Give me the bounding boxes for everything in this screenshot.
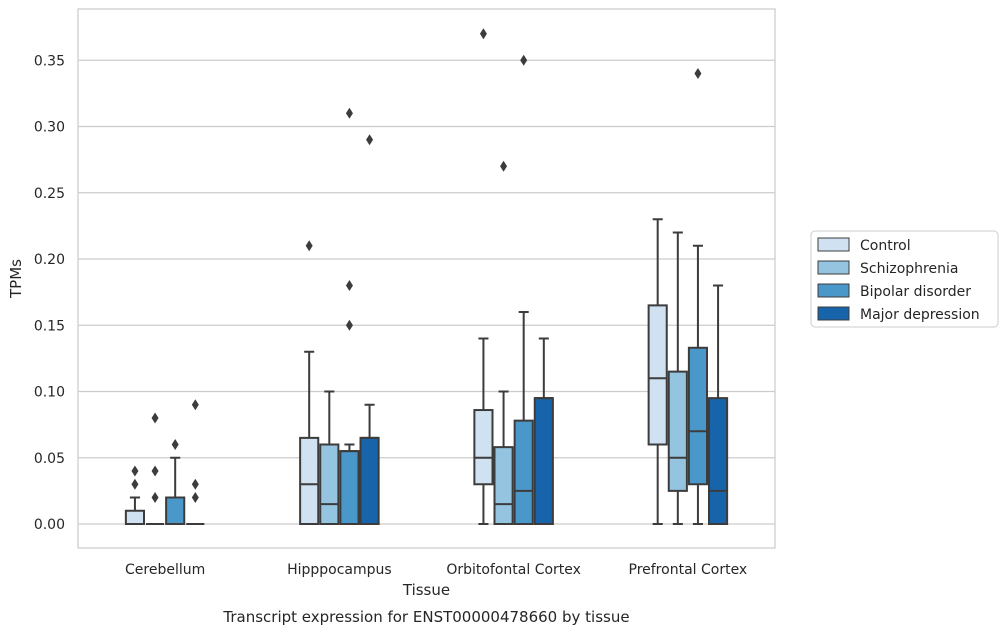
chart-caption: Transcript expression for ENST0000047866… (222, 608, 629, 626)
box-iqr (165, 496, 186, 525)
x-tick-labels: Cerebellum Hipppocampus Orbitofontal Corte… (125, 562, 747, 578)
box-bipolar-disorder (687, 68, 709, 525)
box-bipolar-disorder (165, 439, 186, 525)
box-iqr (319, 443, 340, 525)
box-iqr (473, 409, 494, 486)
gridlines (78, 59, 775, 525)
box-iqr (493, 446, 514, 525)
boxes (124, 28, 729, 525)
y-tick-label: 0.35 (34, 53, 65, 69)
y-tick-label: 0.05 (34, 451, 65, 467)
x-tick-label: Cerebellum (125, 562, 205, 578)
y-tick-label: 0.00 (34, 517, 65, 533)
box-iqr (647, 304, 668, 446)
outlier-point (171, 439, 179, 450)
y-tick-label: 0.10 (34, 385, 65, 401)
box-control (647, 218, 668, 525)
outlier-point (151, 465, 159, 477)
box-schizophrenia (319, 390, 340, 525)
box-iqr (513, 419, 534, 525)
y-tick-label: 0.25 (34, 186, 65, 202)
outlier-point (131, 465, 139, 477)
x-axis-title: Tissue (402, 581, 450, 599)
outlier-point (520, 54, 528, 66)
legend-swatch (817, 283, 850, 298)
box-iqr (339, 450, 360, 525)
box-control (299, 240, 320, 525)
legend-swatch (817, 237, 850, 252)
y-tick-labels: 0.00 0.05 0.10 0.15 0.20 0.25 0.30 0.35 (34, 53, 65, 533)
outlier-point (191, 478, 199, 490)
legend-label: Schizophrenia (860, 261, 958, 277)
box-control (473, 28, 494, 525)
box-iqr (124, 509, 145, 525)
y-tick-label: 0.15 (34, 318, 65, 334)
box-iqr (687, 346, 709, 486)
box-schizophrenia (493, 160, 514, 525)
box-major-depression (533, 337, 554, 525)
outlier-point (191, 492, 199, 503)
outlier-point (151, 492, 159, 503)
box-major-depression (359, 134, 380, 525)
x-tick-label: Prefrontal Cortex (629, 562, 748, 578)
legend-swatch (817, 306, 850, 321)
legend-label: Bipolar disorder (860, 284, 971, 300)
outlier-point (345, 107, 353, 119)
box-schizophrenia (667, 231, 688, 525)
box-iqr (299, 436, 320, 525)
x-tick-label: Hipppocampus (287, 562, 392, 578)
box-schizophrenia (145, 412, 165, 525)
outlier-point (366, 134, 374, 146)
outlier-point (131, 478, 139, 490)
box-iqr (533, 397, 554, 525)
box-major-depression (186, 399, 205, 525)
box-iqr (708, 397, 729, 525)
legend-frame (810, 230, 999, 328)
legend: Control Schizophrenia Bipolar disorder Majo… (810, 230, 999, 328)
box-major-depression (708, 284, 729, 525)
box-control (124, 465, 145, 525)
outlier-point (345, 319, 353, 331)
outlier-point (151, 412, 159, 424)
legend-label: Major depression (860, 307, 980, 323)
outlier-point (500, 160, 508, 172)
box-iqr (667, 370, 688, 492)
y-tick-label: 0.20 (34, 252, 65, 268)
box-iqr (359, 436, 380, 525)
legend-swatch (817, 260, 850, 275)
y-tick-label: 0.30 (34, 120, 65, 136)
y-axis-title: TPMs (7, 259, 25, 299)
plot-frame (77, 8, 776, 549)
outlier-point (694, 68, 702, 79)
legend-label: Control (860, 238, 911, 254)
box-bipolar-disorder (339, 107, 360, 525)
box-bipolar-disorder (513, 54, 534, 525)
outlier-point (479, 28, 487, 40)
outlier-point (305, 240, 313, 252)
outlier-point (191, 399, 199, 411)
x-tick-label: Orbitofontal Cortex (446, 562, 581, 578)
outlier-point (345, 280, 353, 291)
